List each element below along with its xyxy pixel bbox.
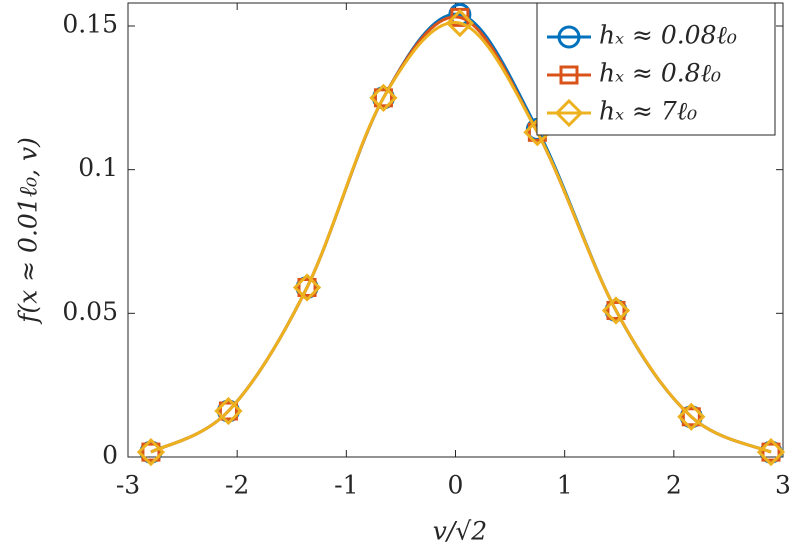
marker [761,442,781,462]
marker [297,277,317,297]
legend-label: hₓ ≈ 0.8ℓ₀ [599,59,721,88]
legend-label: hₓ ≈ 7ℓ₀ [599,97,697,126]
marker [136,437,166,467]
marker [373,88,393,108]
marker [218,401,238,421]
y-tick-label: 0 [102,441,118,470]
x-axis-label: v/√2 [433,517,487,546]
x-tick-label: 1 [557,471,573,500]
marker [606,300,626,320]
marker [681,407,701,427]
series-line [150,21,772,454]
x-tick-label: -2 [225,471,249,500]
marker [601,296,631,325]
y-axis-label: f(x ≈ 0.01ℓ₀, v) [14,137,43,325]
y-tick-label: 0.05 [62,297,118,326]
x-tick-label: -3 [116,471,140,500]
y-tick-label: 0.15 [62,9,118,38]
legend-marker [554,98,584,128]
x-tick-label: 3 [775,471,791,500]
marker [369,83,398,112]
marker [141,442,161,462]
y-tick-label: 0.1 [78,153,118,182]
x-tick-label: 0 [448,471,464,500]
legend-label: hₓ ≈ 0.08ℓ₀ [599,21,737,50]
marker [445,8,474,38]
legend-marker [557,25,581,49]
legend-marker [559,65,579,85]
marker [677,402,706,431]
x-tick-label: -1 [334,471,358,500]
marker [292,273,322,302]
x-tick-label: 2 [666,471,682,500]
marker [756,437,786,467]
marker [214,396,243,426]
